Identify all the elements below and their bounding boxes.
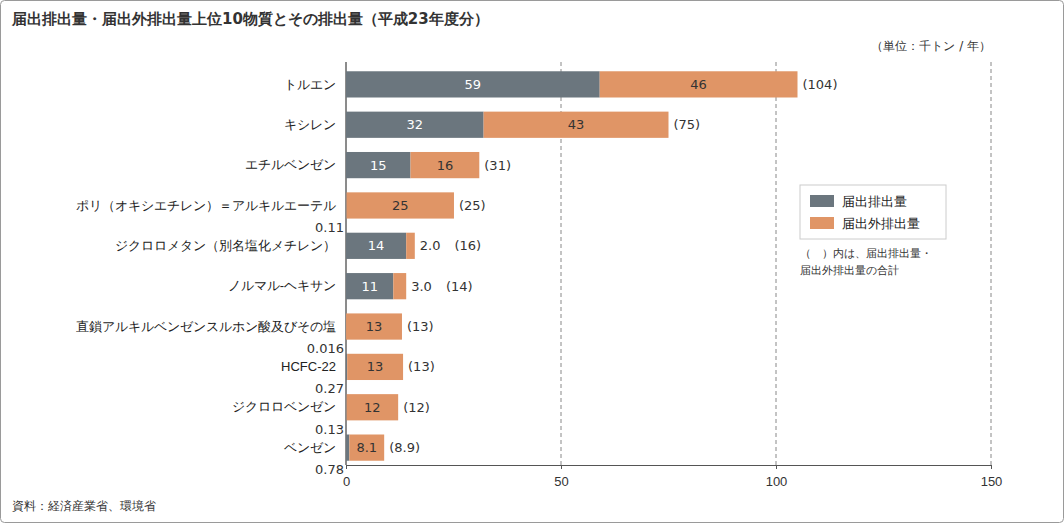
x-tick-label: 150	[981, 474, 1003, 489]
data-labels: 59 32 15 0.11 14 11 0.016 0.27 0.13 0.78 46 43 16 25 2…	[307, 77, 838, 477]
value-label: 59	[465, 77, 482, 92]
unit-label: （単位：千トン / 年）	[871, 39, 991, 53]
bar	[346, 313, 402, 339]
category-label: 直鎖アルキルベンゼンスルホン酸及びその塩	[76, 319, 336, 334]
legend: 届出排出量届出外排出量	[800, 185, 946, 239]
value-label: 0.13	[315, 422, 344, 437]
total-label: (13)	[407, 319, 434, 334]
value-label: 14	[368, 238, 385, 253]
bar	[346, 233, 406, 259]
value-label: 16	[437, 158, 454, 173]
total-label: (31)	[484, 158, 511, 173]
legend-swatch	[810, 217, 834, 229]
y-tick: ジクロロベンゼン	[232, 399, 346, 414]
x-axis-line	[347, 465, 992, 466]
value-label: 0.11	[315, 220, 344, 235]
y-tick: ノルマル-ヘキサン	[228, 278, 346, 293]
bar	[484, 112, 669, 138]
x-tick-mark	[561, 465, 562, 469]
source: 資料：経済産業省、環境省	[12, 499, 156, 513]
value-label: 0.27	[315, 381, 344, 396]
bar	[406, 233, 415, 259]
category-label: ベンゼン	[284, 440, 336, 455]
value-label: 15	[370, 158, 387, 173]
x-tick-mark	[346, 465, 347, 469]
title: 届出排出量・届出外排出量上位10物質とその排出量（平成23年度分）	[11, 10, 489, 28]
bar	[349, 435, 384, 461]
grid-line	[991, 62, 992, 465]
category-label: エチルベンゼン	[245, 157, 336, 172]
bar	[346, 273, 393, 299]
x-tick-mark	[991, 465, 992, 469]
total-label: (75)	[674, 117, 701, 132]
y-tick: 直鎖アルキルベンゼンスルホン酸及びその塩	[76, 319, 346, 334]
legend-label: 届出外排出量	[842, 216, 920, 231]
value-label: 2.0	[420, 238, 441, 253]
total-label: (16)	[454, 238, 481, 253]
y-tick: トルエン	[284, 77, 346, 92]
legend-box	[800, 185, 946, 239]
value-label: 8.1	[356, 440, 377, 455]
bar	[346, 192, 454, 218]
bar	[600, 71, 798, 97]
note: （ ）内は、届出排出量・届出外排出量の合計	[800, 247, 932, 277]
x-tick-mark	[776, 465, 777, 469]
category-label: ノルマル-ヘキサン	[228, 278, 336, 293]
category-label: キシレン	[284, 117, 336, 132]
total-label: (104)	[803, 77, 838, 92]
chart: 届出排出量・届出外排出量上位10物質とその排出量（平成23年度分） （単位：千トン…	[0, 0, 1064, 523]
bar	[346, 71, 600, 97]
value-label: 0.016	[307, 341, 344, 356]
bar	[346, 435, 349, 461]
category-label: HCFC-22	[281, 359, 336, 374]
y-tick: HCFC-22	[281, 359, 346, 374]
value-label: 46	[690, 77, 707, 92]
grid	[346, 62, 991, 465]
y-tick: キシレン	[284, 117, 346, 132]
total-label: (25)	[459, 198, 486, 213]
value-label: 0.78	[315, 462, 344, 477]
category-label: ジクロロベンゼン	[232, 399, 336, 414]
value-label: 12	[364, 400, 381, 415]
total-label: (12)	[403, 400, 430, 415]
grid-line	[776, 62, 777, 465]
legend-swatch	[810, 195, 834, 207]
y-tick: ポリ（オキシエチレン）＝アルキルエーテル	[76, 198, 346, 213]
value-label: 25	[392, 198, 409, 213]
total-label: (8.9)	[389, 440, 420, 455]
bars	[346, 71, 798, 460]
value-label: 3.0	[411, 279, 432, 294]
value-label: 43	[568, 117, 585, 132]
legend-label: 届出排出量	[842, 194, 907, 209]
category-label: ジクロロメタン（別名塩化メチレン）	[115, 238, 336, 253]
bar	[411, 152, 480, 178]
y-tick: ジクロロメタン（別名塩化メチレン）	[115, 238, 346, 253]
bar	[393, 273, 406, 299]
x-tick-label: 50	[554, 474, 568, 489]
x-tick-label: 100	[766, 474, 788, 489]
value-label: 32	[407, 117, 424, 132]
bar	[347, 354, 403, 380]
category-label: トルエン	[284, 77, 336, 92]
x-tick: 100	[766, 465, 788, 489]
frame	[1, 1, 1064, 523]
total-label: (13)	[408, 359, 435, 374]
y-axis: トルエンキシレンエチルベンゼンポリ（オキシエチレン）＝アルキルエーテルジクロロメ…	[76, 62, 346, 465]
x-tick: 50	[554, 465, 568, 489]
bar	[346, 112, 484, 138]
total-label: (14)	[446, 279, 473, 294]
bar	[346, 354, 347, 380]
category-label: ポリ（オキシエチレン）＝アルキルエーテル	[76, 198, 336, 213]
bar	[346, 152, 411, 178]
bar	[347, 394, 399, 420]
value-label: 13	[367, 359, 384, 374]
y-tick: ベンゼン	[284, 440, 346, 455]
y-tick: エチルベンゼン	[245, 157, 346, 172]
value-label: 11	[361, 279, 378, 294]
x-tick: 150	[981, 465, 1003, 489]
value-label: 13	[366, 319, 383, 334]
x-axis: 050100150	[343, 465, 1002, 489]
